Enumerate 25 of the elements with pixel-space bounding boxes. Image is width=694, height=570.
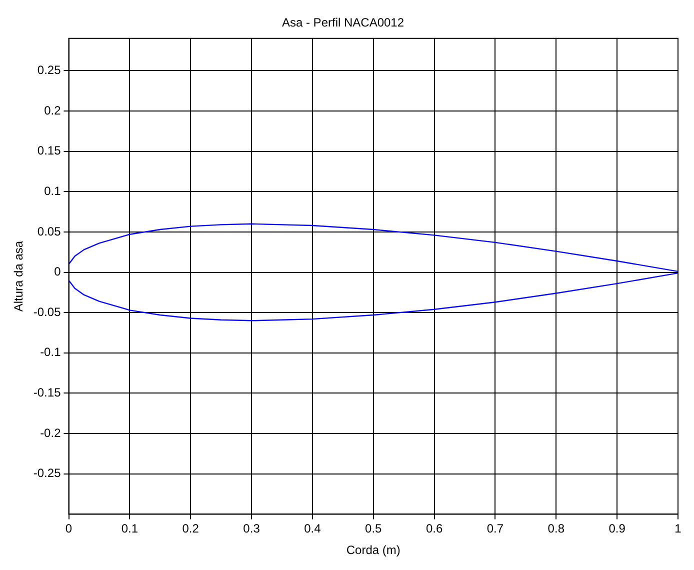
x-tick-label: 0.8: [548, 522, 565, 536]
chart-title: Asa - Perfil NACA0012: [282, 16, 404, 30]
y-tick-label: 0.25: [37, 62, 62, 77]
x-tick-label: 0.5: [365, 522, 382, 536]
x-tick-label: 0.4: [304, 522, 322, 536]
y-tick-label: 0.05: [37, 224, 62, 238]
x-tick-label: 0.3: [243, 522, 260, 536]
y-tick-label: 0.2: [44, 103, 62, 118]
y-tick-label: -0.25: [33, 466, 62, 480]
y-tick-label: 0: [54, 264, 62, 279]
y-tick-label: -0.15: [33, 386, 62, 400]
x-tick-label: 0.2: [182, 522, 200, 536]
x-tick-label: 0.1: [121, 522, 138, 536]
y-tick-label: -0.1: [40, 345, 62, 360]
x-tick-label: 1: [674, 522, 682, 536]
x-tick-label: 0.7: [486, 522, 504, 536]
x-tick-label: 0.9: [608, 522, 626, 536]
y-axis-title: Altura da asa: [12, 240, 26, 312]
y-tick-label: 0.1: [44, 184, 62, 198]
x-tick-label: 0.6: [426, 522, 443, 536]
x-axis-title: Corda (m): [346, 543, 400, 558]
y-tick-label: 0.15: [37, 144, 62, 158]
y-tick-label: -0.05: [33, 304, 62, 319]
x-tick-label: 0: [65, 522, 72, 536]
y-tick-label: -0.2: [40, 426, 62, 440]
